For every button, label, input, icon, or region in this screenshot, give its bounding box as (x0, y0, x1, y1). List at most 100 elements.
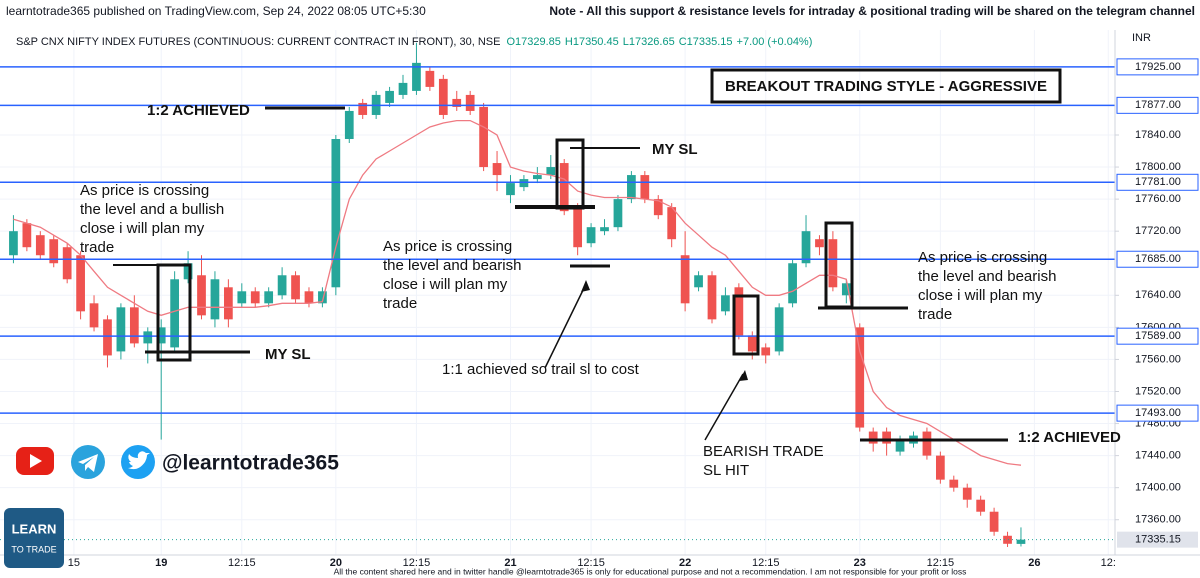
candle-body (103, 319, 112, 356)
telegram-icon (71, 445, 105, 479)
x-tick-label: 23 (854, 557, 866, 569)
candle-body (774, 307, 784, 352)
arrow (544, 283, 587, 369)
ohlc: +7.00 (+0.04%) (737, 36, 813, 48)
candle-body (573, 207, 583, 248)
note: close i will plan my (918, 287, 1043, 304)
candle-body (546, 167, 556, 176)
logo-text: TO TRADE (11, 544, 56, 554)
candle-body (801, 231, 811, 264)
symbol: S&P CNX NIFTY INDEX FUTURES (CONTINUOUS:… (16, 36, 500, 48)
candle-body (989, 511, 999, 532)
candle-body (89, 303, 99, 328)
candle-body (143, 331, 153, 344)
ohlc: L17326.65 (623, 36, 675, 48)
level-label-box (1116, 327, 1199, 345)
footer: All the content shared here and in twitt… (334, 566, 967, 576)
annotation: 1:2 ACHIEVED (147, 102, 250, 119)
candle-body (855, 327, 865, 428)
x-tick-label: 12:15 (927, 557, 955, 569)
candle-body (183, 263, 193, 280)
headline-box (710, 68, 1062, 104)
x-tick-label: 12:15 (577, 557, 605, 569)
x-tick-label: 15 (68, 557, 80, 569)
candle-body (882, 431, 891, 444)
candle-body (815, 239, 824, 248)
level-label: 17685.00 (1135, 253, 1181, 265)
y-tick-label: 17560.00 (1135, 353, 1181, 365)
candle-body (76, 255, 85, 312)
note: BEARISH TRADE (703, 443, 824, 460)
level-label-box (1116, 173, 1199, 191)
candle-body (935, 455, 945, 480)
drawn-box (156, 263, 192, 362)
candle-body (197, 275, 206, 316)
drawn-box (732, 294, 760, 356)
candle-body (586, 227, 596, 244)
candle-body (62, 247, 72, 280)
x-tick-label: 26 (1028, 557, 1040, 569)
candle-body (224, 287, 233, 320)
candle-body (1003, 535, 1012, 544)
y-tick-label: 17440.00 (1135, 450, 1181, 462)
arrow-head (581, 280, 590, 292)
candle-body (734, 287, 744, 336)
annotation: MY SL (265, 346, 311, 363)
level-label: 17589.00 (1135, 330, 1181, 342)
candle-body (129, 307, 139, 344)
note: the level and bearish (918, 268, 1056, 285)
candle-body (492, 163, 502, 176)
candle-body (22, 223, 32, 248)
candle-body (156, 327, 166, 344)
plot (0, 42, 1115, 547)
candle-body (250, 291, 260, 304)
candle-body (747, 335, 757, 352)
currency: INR (1132, 32, 1151, 44)
candle-body (277, 275, 287, 296)
x-tick-label: 12:15 (228, 557, 256, 569)
annotation: MY SL (652, 141, 698, 158)
logo (4, 508, 64, 568)
x-tick-label: 12:15 (403, 557, 431, 569)
note: close i will plan my (383, 276, 508, 293)
annotation: 1:2 ACHIEVED (1018, 429, 1121, 446)
header-note: Note - All this support & resistance lev… (549, 4, 1195, 18)
candle-body (425, 70, 435, 87)
candle-body (318, 291, 327, 304)
note: As price is crossing (383, 238, 512, 255)
candle-body (694, 275, 703, 288)
candle-body (358, 102, 368, 115)
level-label: 17877.00 (1135, 99, 1181, 111)
candle-body (828, 239, 838, 288)
level-label: 17925.00 (1135, 61, 1181, 73)
note: As price is crossing (918, 249, 1047, 266)
y-tick-label: 17400.00 (1135, 482, 1181, 494)
candle-body (949, 479, 959, 488)
note: As price is crossing (80, 182, 209, 199)
twitter-bird (128, 451, 150, 470)
y-tick-label: 17520.00 (1135, 385, 1181, 397)
candle-body (479, 106, 488, 168)
last-price-label: 17335.15 (1135, 534, 1181, 546)
candle-body (895, 439, 905, 452)
x-tick-label: 22 (679, 557, 691, 569)
note: the level and a bullish (80, 201, 224, 218)
candle-body (116, 307, 126, 352)
candle-body (667, 207, 677, 240)
candle-body (344, 110, 354, 140)
x-tick-label: 12:15 (752, 557, 780, 569)
candle-body (519, 179, 529, 188)
note: SL HIT (703, 462, 749, 479)
x-tick-label: 12: (1101, 557, 1116, 569)
candle-body (452, 98, 462, 107)
candle-body (962, 487, 972, 500)
arrow (704, 373, 744, 441)
x-tick-label: 19 (155, 557, 167, 569)
ohlc: C17335.15 (679, 36, 733, 48)
axes: 17360.0017400.0017440.0017480.0017520.00… (68, 58, 1199, 569)
level-label-box (1116, 404, 1199, 422)
candle-body (412, 62, 421, 91)
candle-body (291, 275, 300, 300)
published: learntotrade365 published on TradingView… (6, 4, 426, 18)
candle-body (304, 291, 314, 304)
